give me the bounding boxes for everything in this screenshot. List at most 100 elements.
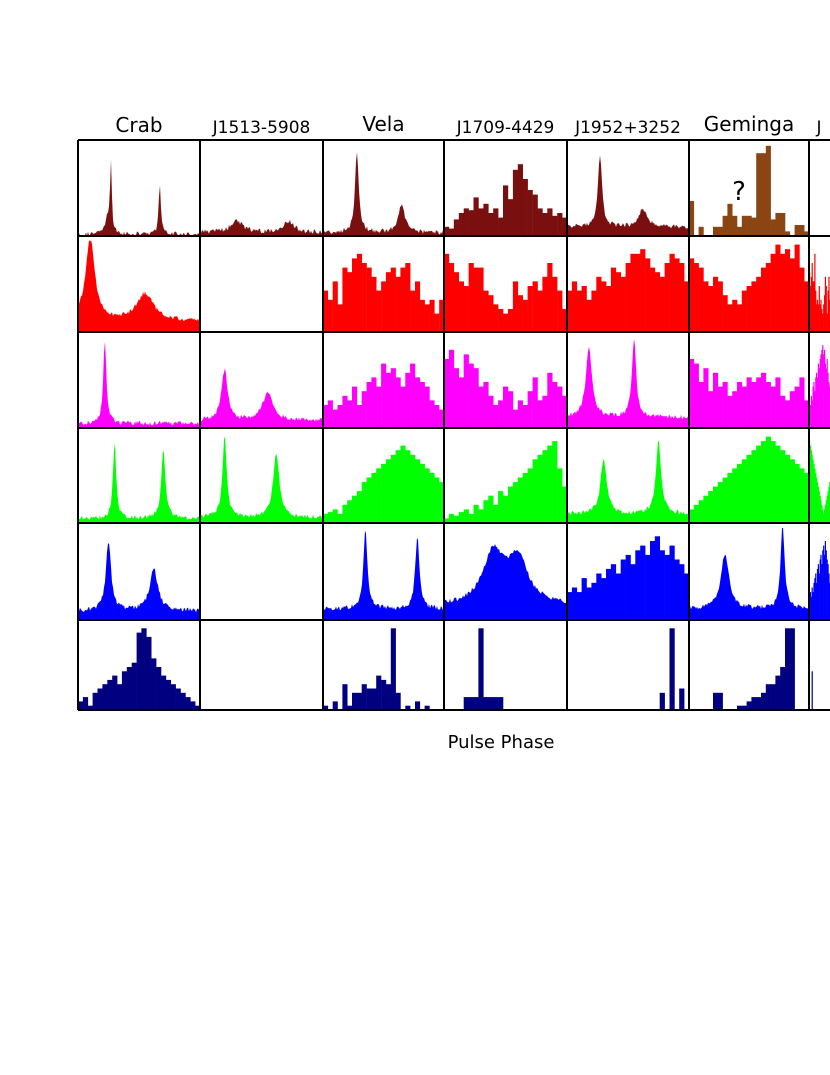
histogram-bar [818, 286, 820, 332]
histogram-bar [395, 276, 401, 332]
panel [323, 628, 430, 710]
histogram-bar [400, 267, 406, 332]
histogram-bar [650, 541, 656, 620]
histogram-bar [689, 509, 695, 524]
histogram-bar [458, 213, 464, 236]
histogram-bar [746, 286, 752, 332]
histogram-bar [815, 377, 817, 428]
grid-lines [77, 139, 830, 711]
histogram-bar [717, 692, 723, 710]
histogram-bar [468, 210, 474, 236]
histogram-bar [689, 258, 695, 332]
histogram-bar [789, 628, 795, 710]
histogram-bar [542, 276, 548, 332]
histogram-bar [824, 295, 826, 332]
histogram-bar [562, 309, 568, 332]
histogram-bar [684, 281, 690, 332]
histogram-bar [601, 281, 607, 332]
histogram-bar [828, 276, 830, 332]
histogram-bar [400, 445, 406, 523]
histogram-bar [131, 662, 137, 710]
histogram-bar [713, 486, 719, 523]
histogram-bar [342, 267, 348, 332]
histogram-bar [816, 568, 819, 621]
histogram-bar [751, 217, 757, 236]
histogram-bar [448, 263, 455, 332]
histogram-bar [824, 349, 826, 428]
profile-area [78, 341, 200, 428]
histogram-bar [640, 545, 646, 620]
histogram-bar [97, 688, 103, 710]
profile-area [567, 338, 689, 428]
histogram-bar [532, 194, 538, 236]
histogram-bar [775, 445, 781, 523]
column-title: Geminga [704, 112, 794, 136]
histogram-bar [722, 477, 728, 523]
histogram-bar [713, 692, 719, 710]
histogram-bar [547, 372, 553, 428]
histogram-bar [117, 684, 123, 710]
histogram-bar [463, 697, 469, 710]
histogram-bar [821, 504, 823, 523]
histogram-bar [765, 382, 771, 428]
histogram-bar [815, 290, 817, 332]
histogram-bar [722, 215, 728, 236]
histogram-bar [458, 377, 464, 428]
histogram-bar [185, 697, 191, 710]
histogram-bar [385, 684, 391, 710]
histogram-bar [822, 509, 824, 524]
histogram-bar [775, 244, 781, 332]
panel [323, 253, 445, 332]
histogram-bar [799, 468, 805, 523]
histogram-bar [669, 545, 675, 620]
histogram-bar [508, 391, 514, 428]
histogram-bar [352, 258, 358, 332]
histogram-bar [439, 409, 445, 428]
histogram-bar [161, 675, 167, 710]
histogram-bar [756, 697, 762, 710]
histogram-bar [347, 400, 353, 428]
histogram-bar [785, 249, 791, 332]
histogram-bar [493, 504, 499, 523]
histogram-bar [146, 636, 152, 710]
histogram-bar [552, 382, 558, 428]
histogram-bar [727, 304, 733, 332]
histogram-bar [102, 684, 108, 710]
histogram-bar [765, 145, 771, 236]
histogram-bar [732, 215, 738, 236]
histogram-bar [552, 276, 558, 332]
histogram-bar [190, 701, 196, 710]
histogram-bar [337, 513, 343, 523]
histogram-bar [818, 573, 820, 620]
histogram-bar [92, 692, 98, 710]
histogram-bar [814, 468, 816, 523]
histogram-bar [824, 509, 826, 524]
histogram-bar [385, 372, 391, 428]
histogram-bar [508, 486, 514, 523]
histogram-bar [610, 564, 617, 620]
histogram-bar [517, 295, 523, 332]
histogram-bar [811, 263, 813, 332]
histogram-bar [775, 377, 781, 428]
histogram-bar [674, 559, 680, 620]
histogram-bar [810, 395, 812, 428]
histogram-bar [703, 281, 709, 332]
histogram-bar [809, 445, 812, 523]
panel [567, 155, 689, 236]
histogram-bar [809, 405, 812, 428]
histogram-bar [761, 692, 767, 710]
histogram-bar [789, 391, 795, 428]
histogram-bar [347, 500, 353, 524]
histogram-bar [654, 536, 660, 620]
histogram-bar [170, 684, 176, 710]
histogram-bar [512, 409, 519, 428]
histogram-bar [87, 705, 93, 710]
histogram-bar [483, 290, 489, 332]
histogram-bar [493, 697, 499, 710]
histogram-bar [727, 472, 733, 523]
histogram-bar [809, 592, 812, 620]
histogram-bar [498, 309, 504, 332]
histogram-bar [390, 628, 396, 710]
histogram-bar [547, 208, 553, 236]
